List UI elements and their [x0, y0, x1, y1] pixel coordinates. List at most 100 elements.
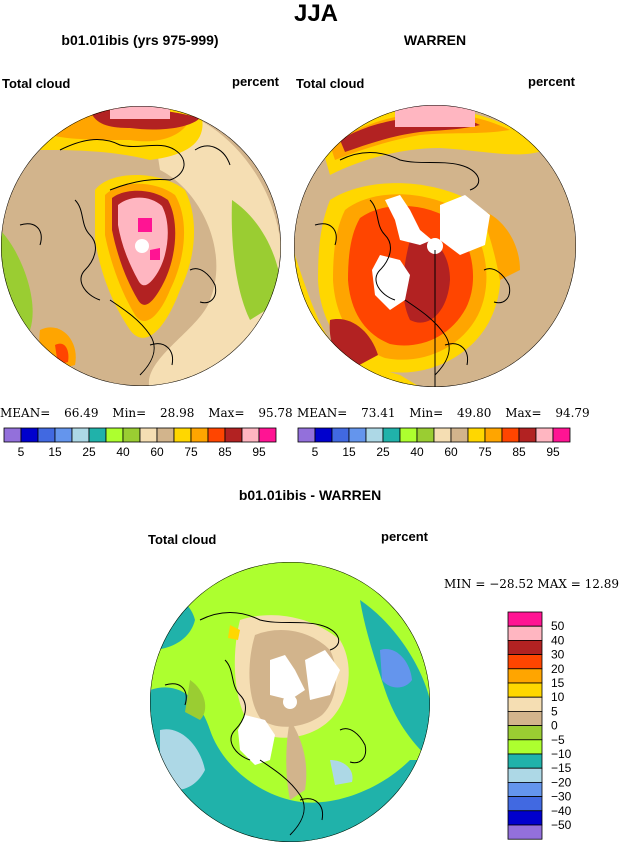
right-min-value: 49.80: [457, 406, 492, 420]
obs-colorbar-swatch: [382, 427, 401, 443]
obs-colorbar-swatch: [501, 427, 520, 443]
model-colorbar-swatch: [37, 427, 56, 443]
model-colorbar-swatch: [88, 427, 107, 443]
obs-colorbar-tick-label: 75: [478, 445, 492, 459]
obs-colorbar-swatch: [365, 427, 384, 443]
diff-colorbar-tick-label: −40: [551, 804, 572, 818]
model-colorbar-tick-label: 40: [116, 445, 130, 459]
obs-colorbar-tick-label: 40: [410, 445, 424, 459]
left-mean-label: MEAN=: [0, 406, 51, 420]
right-units-label: percent: [528, 74, 575, 89]
obs-colorbar-swatch: [467, 427, 486, 443]
model-cloud-map: [1, 106, 281, 386]
diff-colorbar-tick-label: 30: [551, 648, 565, 662]
model-colorbar-swatch: [190, 427, 209, 443]
model-colorbar-tick-label: 15: [48, 445, 62, 459]
diff-colorbar-swatch: [507, 668, 543, 684]
diff-colorbar-swatch: [507, 739, 543, 755]
obs-colorbar-tick-label: 5: [312, 445, 319, 459]
right-max-value: 94.79: [555, 406, 590, 420]
diff-colorbar-swatch: [507, 711, 543, 727]
diff-colorbar-tick-label: −50: [551, 818, 572, 832]
diff-units-label: percent: [381, 529, 428, 544]
diff-colorbar-swatch: [507, 682, 543, 698]
diff-colorbar-tick-label: 50: [551, 619, 565, 633]
left-variable-label: Total cloud: [2, 76, 71, 91]
diff-colorbar-swatch: [507, 725, 543, 741]
obs-colorbar-tick-label: 60: [444, 445, 458, 459]
right-max-label: Max=: [505, 406, 542, 420]
model-colorbar-tick-label: 60: [150, 445, 164, 459]
diff-colorbar-tick-label: 15: [551, 676, 565, 690]
right-mean-value: 73.41: [361, 406, 396, 420]
diff-colorbar-swatch: [507, 753, 543, 769]
diff-colorbar-swatch: [507, 824, 543, 840]
model-colorbar-swatch: [258, 427, 277, 443]
model-colorbar-tick-label: 95: [252, 445, 266, 459]
diff-colorbar-swatch: [507, 625, 543, 641]
left-units-label: percent: [232, 74, 279, 89]
model-colorbar-swatch: [173, 427, 192, 443]
obs-colorbar-swatch: [552, 427, 571, 443]
model-colorbar-swatch: [71, 427, 90, 443]
figure-title: JJA: [293, 0, 339, 27]
obs-cloud-map: [294, 105, 576, 387]
model-colorbar: 5 15 25 40 60 75 85 95: [3, 427, 277, 459]
left-panel-title: b01.01ibis (yrs 975-999): [61, 32, 219, 48]
obs-colorbar-swatch: [518, 427, 537, 443]
left-stats: MEAN= 66.49 Min= 28.98 Max= 95.78: [0, 406, 293, 420]
obs-colorbar-swatch: [331, 427, 350, 443]
diff-colorbar-swatch: [507, 810, 543, 826]
model-colorbar-swatch: [207, 427, 226, 443]
model-colorbar-tick-label: 25: [82, 445, 96, 459]
model-colorbar-swatch: [3, 427, 22, 443]
model-colorbar-swatch: [105, 427, 124, 443]
diff-colorbar-swatch: [507, 640, 543, 656]
model-colorbar-swatch: [20, 427, 39, 443]
diff-colorbar-tick-label: 0: [551, 719, 558, 733]
diff-colorbar-tick-label: −5: [551, 733, 565, 747]
obs-colorbar-tick-label: 25: [376, 445, 390, 459]
diff-colorbar-tick-label: 5: [551, 704, 558, 718]
diff-colorbar-swatch: [507, 611, 543, 627]
model-colorbar-swatch: [122, 427, 141, 443]
obs-colorbar-swatch: [348, 427, 367, 443]
right-min-label: Min=: [409, 406, 444, 420]
diff-colorbar-tick-label: −30: [551, 790, 572, 804]
model-colorbar-tick-label: 75: [184, 445, 198, 459]
obs-colorbar-tick-label: 85: [512, 445, 526, 459]
obs-colorbar-swatch: [450, 427, 469, 443]
diff-cloud-map: [150, 562, 430, 842]
obs-colorbar-tick-label: 15: [342, 445, 356, 459]
obs-colorbar-swatch: [535, 427, 554, 443]
model-colorbar-swatch: [139, 427, 158, 443]
model-colorbar-swatch: [54, 427, 73, 443]
diff-colorbar-swatch: [507, 796, 543, 812]
left-max-label: Max=: [208, 406, 245, 420]
right-stats: MEAN= 73.41 Min= 49.80 Max= 94.79: [297, 406, 590, 420]
diff-variable-label: Total cloud: [148, 532, 217, 547]
diff-colorbar-tick-label: 20: [551, 662, 565, 676]
model-colorbar-swatch: [224, 427, 243, 443]
left-min-label: Min=: [112, 406, 147, 420]
diff-colorbar-tick-label: 10: [551, 690, 565, 704]
obs-colorbar-swatch: [484, 427, 503, 443]
right-variable-label: Total cloud: [296, 76, 365, 91]
obs-colorbar-swatch: [297, 427, 316, 443]
model-colorbar-tick-label: 85: [218, 445, 232, 459]
diff-colorbar-tick-label: −20: [551, 775, 572, 789]
model-colorbar-tick-label: 5: [18, 445, 25, 459]
diff-colorbar-tick-label: 40: [551, 633, 565, 647]
diff-panel-title: b01.01ibis - WARREN: [238, 487, 382, 503]
diff-colorbar-swatch: [507, 767, 543, 783]
diff-colorbar-swatch: [507, 696, 543, 712]
diff-stats: MIN = −28.52 MAX = 12.89: [444, 577, 619, 591]
right-panel-title: WARREN: [403, 32, 467, 48]
obs-colorbar-tick-label: 95: [546, 445, 560, 459]
diff-colorbar-swatch: [507, 654, 543, 670]
obs-colorbar-swatch: [399, 427, 418, 443]
obs-colorbar-swatch: [416, 427, 435, 443]
diff-colorbar-tick-label: −15: [551, 761, 572, 775]
